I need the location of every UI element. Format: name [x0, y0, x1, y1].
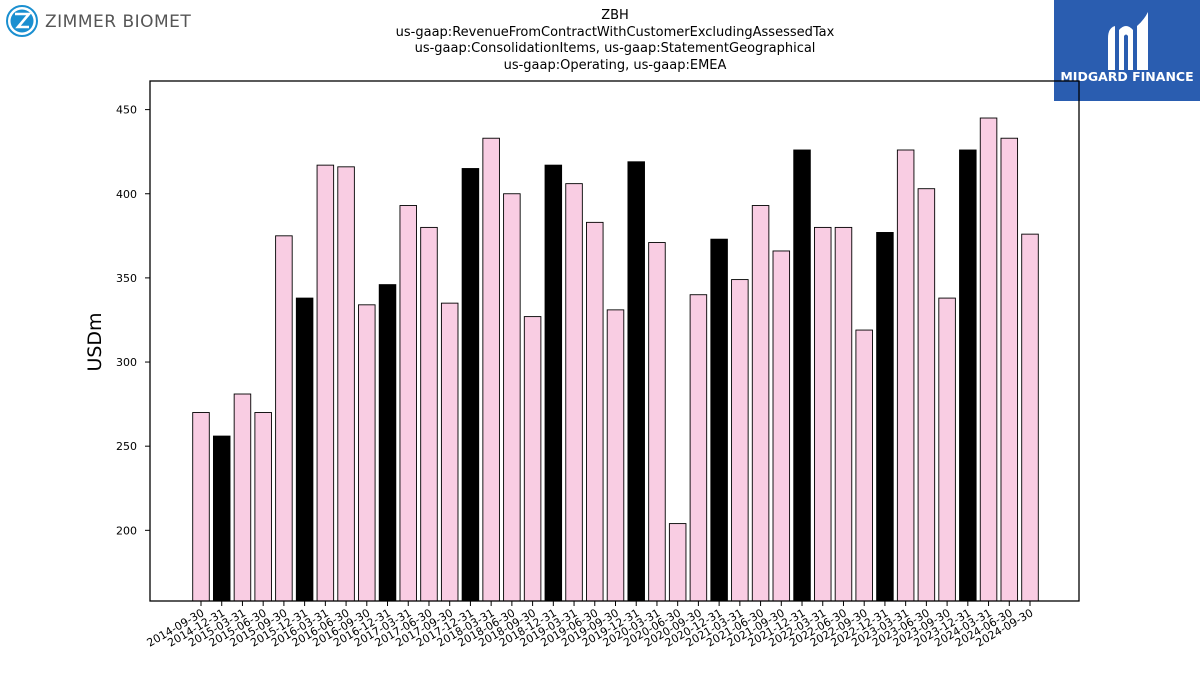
bar-2017-06-30	[420, 226, 438, 602]
chart-title-line-1: ZBH	[601, 8, 629, 23]
bar-2024-06-30	[1000, 137, 1019, 602]
bar-2021-06-30	[751, 205, 770, 602]
bar-2023-06-30	[917, 188, 936, 602]
y-tick-label: 250	[116, 440, 137, 453]
plot-frame	[149, 80, 1080, 602]
bar-2021-03-31	[731, 279, 749, 602]
bar-2017-12-31	[461, 168, 480, 602]
bar-2016-09-30	[358, 304, 376, 602]
bar-2015-06-30	[254, 412, 272, 602]
zimmer-z-logo-icon	[6, 5, 38, 37]
bar-2020-09-30	[689, 294, 708, 602]
x-axis: 2014-09-302014-12-312015-03-312015-06-30…	[145, 601, 1036, 650]
chart-title: ZBH us-gaap:RevenueFromContractWithCusto…	[396, 8, 835, 73]
bar-2017-03-31	[399, 205, 417, 602]
bar-2024-09-30	[1021, 233, 1039, 602]
midgard-finance-logo: MIDGARD FINANCE	[1054, 0, 1200, 101]
midgard-finance-wordmark: MIDGARD FINANCE	[1060, 69, 1193, 84]
bar-2022-09-30	[855, 329, 873, 602]
chart-title-line-4: us-gaap:Operating, us-gaap:EMEA	[504, 58, 727, 73]
bar-2021-09-30	[772, 250, 791, 602]
bar-2015-09-30	[275, 235, 293, 602]
bar-2024-03-31	[979, 117, 998, 602]
bar-2018-06-30	[503, 193, 521, 602]
y-tick-label: 450	[116, 104, 137, 117]
bar-2023-03-31	[896, 149, 915, 602]
bar-2020-03-31	[648, 242, 666, 602]
y-tick-label: 400	[116, 188, 137, 201]
bar-series	[192, 117, 1039, 602]
zimmer-biomet-wordmark: ZIMMER BIOMET	[45, 12, 191, 32]
chart-title-line-3: us-gaap:ConsolidationItems, us-gaap:Stat…	[415, 41, 816, 56]
bar-2016-03-31	[316, 164, 335, 602]
bar-2023-09-30	[938, 297, 956, 602]
bar-2020-06-30	[668, 523, 687, 602]
y-tick-label: 350	[116, 272, 137, 285]
y-tick-label: 200	[116, 524, 137, 537]
bar-2019-03-31	[565, 183, 583, 602]
bar-2019-09-30	[606, 309, 625, 602]
bar-2015-03-31	[233, 393, 252, 602]
bar-2016-12-31	[378, 284, 397, 602]
zimmer-biomet-logo: ZIMMER BIOMET	[6, 5, 191, 37]
midgard-logo-background	[1054, 0, 1200, 101]
bar-2018-09-30	[523, 316, 542, 602]
bar-2022-12-31	[876, 232, 894, 602]
bar-2018-12-31	[544, 164, 563, 602]
bar-2019-12-31	[627, 161, 645, 602]
bar-2015-12-31	[295, 297, 314, 602]
y-axis: 200 250 300 350 400 450	[116, 104, 150, 537]
y-tick-label: 300	[116, 356, 137, 369]
chart-title-line-2: us-gaap:RevenueFromContractWithCustomerE…	[396, 25, 835, 40]
bar-2014-12-31	[212, 435, 231, 602]
bar-2022-03-31	[814, 226, 832, 602]
bar-2023-12-31	[959, 149, 977, 602]
bar-2019-06-30	[586, 221, 604, 602]
midgard-m-logo-icon	[1108, 12, 1148, 70]
bar-2021-12-31	[793, 149, 811, 602]
bar-2016-06-30	[337, 166, 355, 602]
bar-2022-06-30	[834, 226, 853, 602]
y-axis-label: USDm	[84, 312, 106, 371]
bar-2020-12-31	[710, 238, 728, 602]
bar-2014-09-30	[192, 412, 210, 602]
bar-2018-03-31	[482, 137, 500, 602]
bar-2017-09-30	[440, 302, 459, 602]
